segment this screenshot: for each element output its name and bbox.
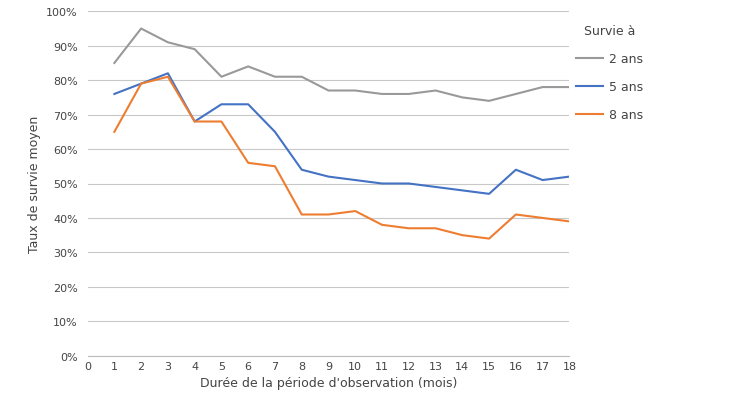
- 2 ans: [217, 75, 226, 80]
- X-axis label: Durée de la période d'observation (mois): Durée de la période d'observation (mois): [200, 376, 457, 389]
- 8 ans: [458, 233, 466, 238]
- 8 ans: [377, 223, 386, 228]
- 2 ans: [351, 89, 360, 94]
- 5 ans: [351, 178, 360, 183]
- 5 ans: [271, 130, 280, 135]
- 5 ans: [458, 189, 466, 193]
- 2 ans: [404, 92, 413, 97]
- 2 ans: [110, 61, 119, 66]
- 8 ans: [538, 216, 547, 221]
- 5 ans: [137, 82, 145, 87]
- 2 ans: [137, 27, 145, 32]
- 5 ans: [297, 168, 306, 173]
- 8 ans: [244, 161, 253, 166]
- 2 ans: [538, 85, 547, 90]
- 8 ans: [217, 120, 226, 125]
- 2 ans: [512, 92, 520, 97]
- 8 ans: [164, 75, 172, 80]
- 5 ans: [191, 120, 199, 125]
- 2 ans: [164, 41, 172, 46]
- 5 ans: [512, 168, 520, 173]
- 2 ans: [271, 75, 280, 80]
- 8 ans: [565, 219, 574, 224]
- 5 ans: [217, 103, 226, 108]
- 5 ans: [377, 182, 386, 187]
- 8 ans: [324, 213, 333, 218]
- 2 ans: [377, 92, 386, 97]
- 5 ans: [110, 92, 119, 97]
- 8 ans: [431, 226, 440, 231]
- 8 ans: [110, 130, 119, 135]
- 8 ans: [137, 82, 145, 87]
- 5 ans: [485, 192, 493, 197]
- 8 ans: [512, 213, 520, 218]
- 8 ans: [271, 164, 280, 169]
- 2 ans: [431, 89, 440, 94]
- Line: 8 ans: 8 ans: [115, 78, 569, 239]
- 5 ans: [538, 178, 547, 183]
- 5 ans: [404, 182, 413, 187]
- 2 ans: [297, 75, 306, 80]
- Line: 2 ans: 2 ans: [115, 29, 569, 101]
- 8 ans: [485, 236, 493, 241]
- 2 ans: [458, 96, 466, 101]
- 5 ans: [565, 175, 574, 180]
- 5 ans: [431, 185, 440, 190]
- 2 ans: [485, 99, 493, 104]
- 2 ans: [324, 89, 333, 94]
- 8 ans: [297, 213, 306, 218]
- 2 ans: [191, 47, 199, 52]
- 8 ans: [404, 226, 413, 231]
- 8 ans: [351, 209, 360, 214]
- 5 ans: [324, 175, 333, 180]
- Legend: 2 ans, 5 ans, 8 ans: 2 ans, 5 ans, 8 ans: [576, 25, 644, 122]
- 8 ans: [191, 120, 199, 125]
- 2 ans: [565, 85, 574, 90]
- 5 ans: [164, 72, 172, 76]
- 5 ans: [244, 103, 253, 108]
- Y-axis label: Taux de survie moyen: Taux de survie moyen: [28, 116, 41, 252]
- 2 ans: [244, 65, 253, 70]
- Line: 5 ans: 5 ans: [115, 74, 569, 194]
